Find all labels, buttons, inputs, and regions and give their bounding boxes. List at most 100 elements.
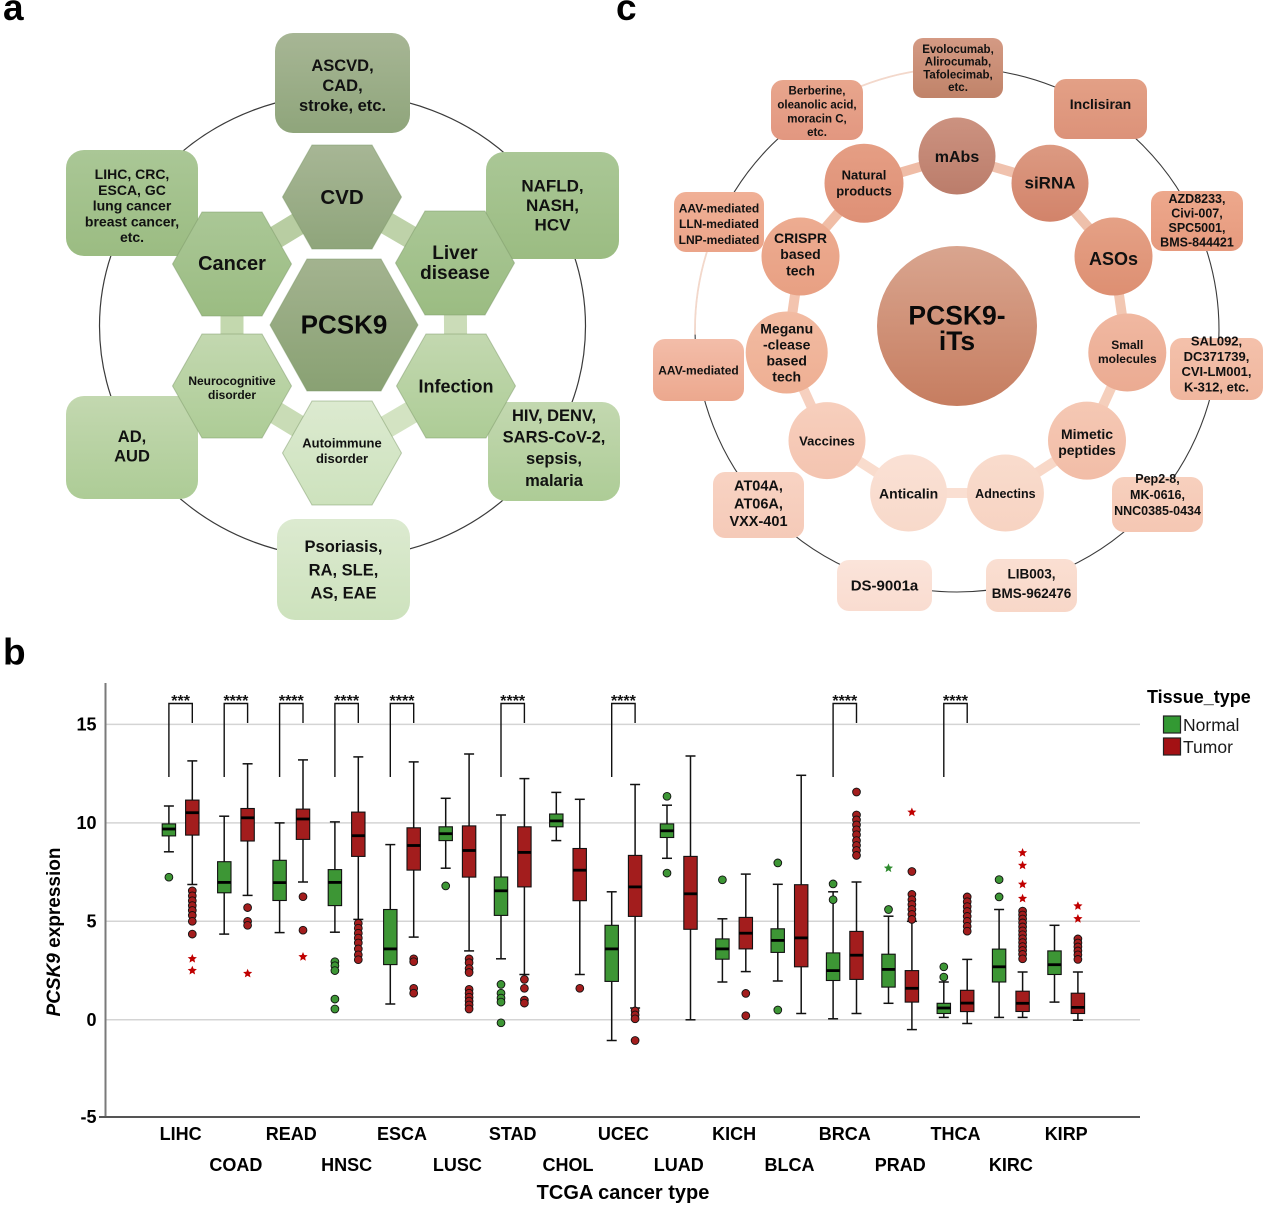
svg-text:-5: -5	[80, 1107, 96, 1127]
svg-text:KIRC: KIRC	[989, 1155, 1033, 1175]
svg-text:UCEC: UCEC	[598, 1124, 649, 1144]
svg-text:LNP-mediated: LNP-mediated	[679, 233, 760, 247]
svg-text:mAbs: mAbs	[935, 149, 980, 166]
svg-text:DS-9001a: DS-9001a	[851, 578, 919, 595]
svg-text:****: ****	[390, 693, 416, 710]
svg-text:tech: tech	[772, 368, 801, 384]
svg-text:BMS-844421: BMS-844421	[1160, 235, 1234, 249]
svg-text:AAV-mediated: AAV-mediated	[658, 364, 738, 378]
svg-text:LLN-mediated: LLN-mediated	[679, 217, 759, 231]
svg-text:Neurocognitive: Neurocognitive	[188, 374, 276, 388]
svg-text:PCSK9-: PCSK9-	[908, 300, 1005, 330]
svg-text:****: ****	[500, 693, 526, 710]
svg-text:Alirocumab,: Alirocumab,	[925, 57, 991, 69]
svg-text:a: a	[3, 0, 24, 28]
svg-text:0: 0	[86, 1010, 96, 1030]
svg-text:READ: READ	[266, 1124, 317, 1144]
svg-text:VXX-401: VXX-401	[729, 514, 787, 530]
svg-text:tech: tech	[786, 262, 815, 278]
svg-text:COAD: COAD	[209, 1155, 262, 1175]
svg-text:ESCA: ESCA	[377, 1124, 427, 1144]
svg-text:CHOL: CHOL	[543, 1155, 594, 1175]
svg-text:5: 5	[86, 911, 96, 931]
svg-text:oleanolic acid,: oleanolic acid,	[777, 100, 856, 112]
svg-text:****: ****	[832, 693, 858, 710]
svg-text:TCGA cancer type: TCGA cancer type	[537, 1182, 710, 1204]
svg-text:lung cancer: lung cancer	[93, 198, 172, 214]
svg-text:Small: Small	[1111, 338, 1143, 352]
svg-text:PRAD: PRAD	[875, 1155, 926, 1175]
svg-text:sepsis,: sepsis,	[526, 450, 582, 468]
svg-text:NASH,: NASH,	[526, 196, 579, 215]
svg-text:SPC5001,: SPC5001,	[1169, 221, 1226, 235]
svg-text:Psoriasis,: Psoriasis,	[305, 538, 383, 556]
svg-text:AD,: AD,	[118, 428, 146, 446]
svg-text:15: 15	[76, 714, 96, 734]
svg-text:Liver: Liver	[432, 243, 478, 264]
svg-text:disease: disease	[420, 263, 490, 284]
svg-text:DC371739,: DC371739,	[1184, 349, 1250, 364]
svg-text:c: c	[616, 0, 637, 28]
svg-text:CRISPR: CRISPR	[774, 230, 827, 246]
svg-text:HIV, DENV,: HIV, DENV,	[512, 407, 596, 425]
svg-text:KIRP: KIRP	[1045, 1124, 1088, 1144]
svg-text:****: ****	[943, 693, 969, 710]
svg-text:BRCA: BRCA	[819, 1124, 871, 1144]
svg-text:LIHC, CRC,: LIHC, CRC,	[95, 166, 170, 182]
svg-text:****: ****	[334, 693, 360, 710]
svg-text:THCA: THCA	[931, 1124, 981, 1144]
svg-text:****: ****	[223, 693, 249, 710]
svg-text:SARS-CoV-2,: SARS-CoV-2,	[503, 429, 606, 447]
svg-text:molecules: molecules	[1098, 352, 1157, 366]
svg-text:MK-0616,: MK-0616,	[1130, 488, 1185, 502]
svg-text:etc.: etc.	[948, 82, 968, 94]
svg-text:PCSK9: PCSK9	[301, 310, 388, 340]
svg-text:ASCVD,: ASCVD,	[311, 57, 373, 75]
svg-text:AAV-mediated: AAV-mediated	[679, 201, 759, 215]
svg-text:Tissue_type: Tissue_type	[1147, 687, 1251, 707]
svg-text:CVI-LM001,: CVI-LM001,	[1181, 364, 1251, 379]
svg-text:disorder: disorder	[316, 451, 368, 466]
svg-text:etc.: etc.	[807, 127, 827, 139]
svg-text:10: 10	[76, 813, 96, 833]
svg-text:disorder: disorder	[208, 388, 256, 402]
svg-text:stroke, etc.: stroke, etc.	[299, 97, 386, 115]
svg-text:malaria: malaria	[525, 472, 584, 490]
svg-text:HNSC: HNSC	[321, 1155, 372, 1175]
svg-text:***: ***	[171, 693, 190, 710]
svg-text:LUSC: LUSC	[433, 1155, 482, 1175]
svg-text:etc.: etc.	[120, 229, 144, 245]
svg-text:NNC0385-0434: NNC0385-0434	[1114, 504, 1201, 518]
svg-text:Adnectins: Adnectins	[975, 487, 1035, 501]
svg-text:HCV: HCV	[535, 215, 572, 234]
svg-text:AT04A,: AT04A,	[734, 479, 783, 495]
svg-text:siRNA: siRNA	[1024, 174, 1075, 193]
svg-text:CAD,: CAD,	[322, 77, 362, 95]
svg-text:-clease: -clease	[763, 336, 811, 352]
svg-text:Autoimmune: Autoimmune	[302, 436, 381, 451]
svg-text:ASOs: ASOs	[1089, 249, 1138, 269]
svg-text:CVD: CVD	[320, 186, 363, 209]
svg-text:LIHC: LIHC	[160, 1124, 202, 1144]
svg-text:Vaccines: Vaccines	[799, 434, 855, 449]
svg-text:products: products	[836, 183, 892, 198]
svg-text:****: ****	[279, 693, 305, 710]
svg-text:BLCA: BLCA	[765, 1155, 815, 1175]
svg-text:based: based	[780, 246, 820, 262]
svg-text:AS, EAE: AS, EAE	[310, 585, 376, 603]
svg-text:Natural: Natural	[842, 168, 887, 183]
svg-text:Meganu: Meganu	[760, 320, 813, 336]
svg-text:AT06A,: AT06A,	[734, 496, 783, 512]
svg-text:SAL092,: SAL092,	[1191, 334, 1242, 349]
svg-text:Pep2-8,: Pep2-8,	[1135, 472, 1179, 486]
svg-text:BMS-962476: BMS-962476	[992, 586, 1072, 601]
svg-text:Civi-007,: Civi-007,	[1171, 206, 1222, 220]
svg-text:based: based	[766, 352, 806, 368]
svg-text:AUD: AUD	[114, 447, 150, 465]
svg-text:Anticalin: Anticalin	[879, 486, 938, 502]
svg-text:peptides: peptides	[1058, 442, 1116, 458]
svg-text:Normal: Normal	[1183, 715, 1239, 735]
svg-text:breast cancer,: breast cancer,	[85, 213, 179, 229]
svg-text:Mimetic: Mimetic	[1061, 426, 1113, 442]
svg-text:Infection: Infection	[419, 377, 494, 397]
